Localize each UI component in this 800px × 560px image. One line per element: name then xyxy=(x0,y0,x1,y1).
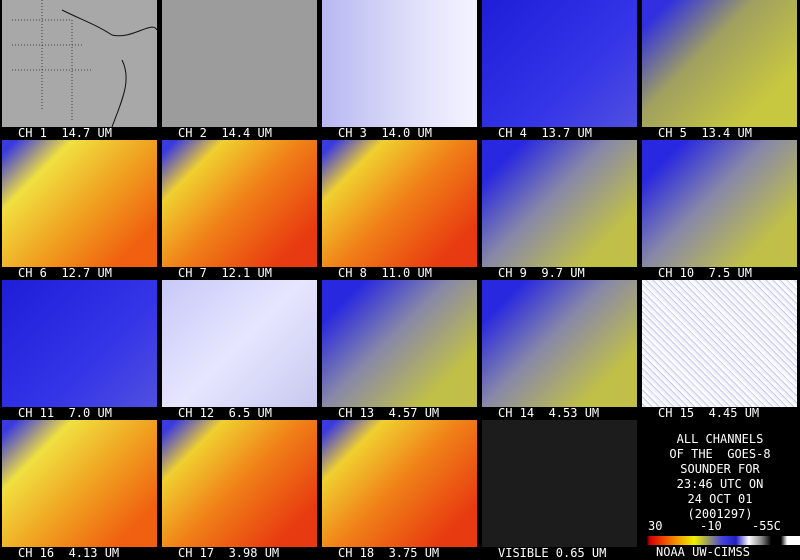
channel-label: CH 13 4.57 UM xyxy=(338,406,440,420)
channel-label: CH 1 14.7 UM xyxy=(18,126,112,140)
channel-image xyxy=(482,140,637,267)
channel-image xyxy=(642,280,797,407)
channel-image xyxy=(2,0,158,128)
channel-label: CH 4 13.7 UM xyxy=(498,126,592,140)
channel-image xyxy=(642,140,797,267)
channel-tile: CH 2 14.4 UM xyxy=(160,0,320,140)
channel-image xyxy=(642,0,797,127)
info-line: (2001297) xyxy=(687,507,753,521)
channel-image xyxy=(322,280,477,407)
channel-tile: CH 12 6.5 UM xyxy=(160,280,320,420)
channel-image xyxy=(162,280,317,407)
channel-label: CH 3 14.0 UM xyxy=(338,126,432,140)
channel-image xyxy=(482,420,637,547)
channel-image xyxy=(322,0,477,127)
colorbar-label: -55C xyxy=(752,519,781,533)
channel-tile: CH 17 3.98 UM xyxy=(160,420,320,560)
channel-label: CH 5 13.4 UM xyxy=(658,126,752,140)
channel-tile: CH 8 11.0 UM xyxy=(320,140,480,280)
channel-tile: CH 6 12.7 UM xyxy=(0,140,160,280)
channel-tile: CH 1 14.7 UM xyxy=(0,0,160,140)
channel-image xyxy=(162,420,317,547)
channel-tile: CH 5 13.4 UM xyxy=(640,0,800,140)
channel-image xyxy=(2,280,157,407)
channel-label: VISIBLE 0.65 UM xyxy=(498,546,607,560)
channel-tile: CH 4 13.7 UM xyxy=(480,0,640,140)
channel-tile: CH 11 7.0 UM xyxy=(0,280,160,420)
channel-label: CH 11 7.0 UM xyxy=(18,406,112,420)
channel-image xyxy=(482,280,637,407)
info-panel: ALL CHANNELS OF THE GOES-8 SOUNDER FOR 23:4… xyxy=(640,432,800,522)
channel-image xyxy=(322,140,477,267)
channel-label: CH 15 4.45 UM xyxy=(658,406,760,420)
channel-image xyxy=(322,420,477,547)
credit: NOAA UW-CIMSS xyxy=(656,545,750,559)
channel-label: CH 14 4.53 UM xyxy=(498,406,600,420)
channel-tile: CH 3 14.0 UM xyxy=(320,0,480,140)
channel-label: CH 7 12.1 UM xyxy=(178,266,272,280)
channel-tile: CH 13 4.57 UM xyxy=(320,280,480,420)
channel-label: CH 16 4.13 UM xyxy=(18,546,120,560)
channel-image xyxy=(162,0,317,127)
channel-tile: CH 10 7.5 UM xyxy=(640,140,800,280)
channel-label: CH 18 3.75 UM xyxy=(338,546,440,560)
channel-tile: CH 16 4.13 UM xyxy=(0,420,160,560)
channel-tile: CH 18 3.75 UM xyxy=(320,420,480,560)
channel-image xyxy=(482,0,637,127)
colorbar xyxy=(640,536,800,545)
channel-label: CH 12 6.5 UM xyxy=(178,406,272,420)
map-outline xyxy=(12,0,158,128)
channel-tile: CH 7 12.1 UM xyxy=(160,140,320,280)
channel-tile: CH 15 4.45 UM xyxy=(640,280,800,420)
info-line: 23:46 UTC ON xyxy=(676,477,764,491)
channel-label: CH 17 3.98 UM xyxy=(178,546,280,560)
colorbar-label: 30 xyxy=(648,519,663,533)
channel-label: CH 9 9.7 UM xyxy=(498,266,585,280)
channel-tile: CH 14 4.53 UM xyxy=(480,280,640,420)
channel-image xyxy=(2,140,157,267)
channel-label: CH 6 12.7 UM xyxy=(18,266,112,280)
info-line: 24 OCT 01 xyxy=(687,492,753,506)
channel-label: CH 10 7.5 UM xyxy=(658,266,752,280)
channel-tile: CH 9 9.7 UM xyxy=(480,140,640,280)
channel-label: CH 2 14.4 UM xyxy=(178,126,272,140)
channel-image xyxy=(162,140,317,267)
info-line: OF THE GOES-8 xyxy=(669,447,771,461)
channel-label: CH 8 11.0 UM xyxy=(338,266,432,280)
info-line: ALL CHANNELS xyxy=(676,432,764,446)
colorbar-label: -10 xyxy=(700,519,722,533)
channel-tile: VISIBLE 0.65 UM xyxy=(480,420,640,560)
info-line: SOUNDER FOR xyxy=(680,462,760,476)
channel-image xyxy=(2,420,157,547)
